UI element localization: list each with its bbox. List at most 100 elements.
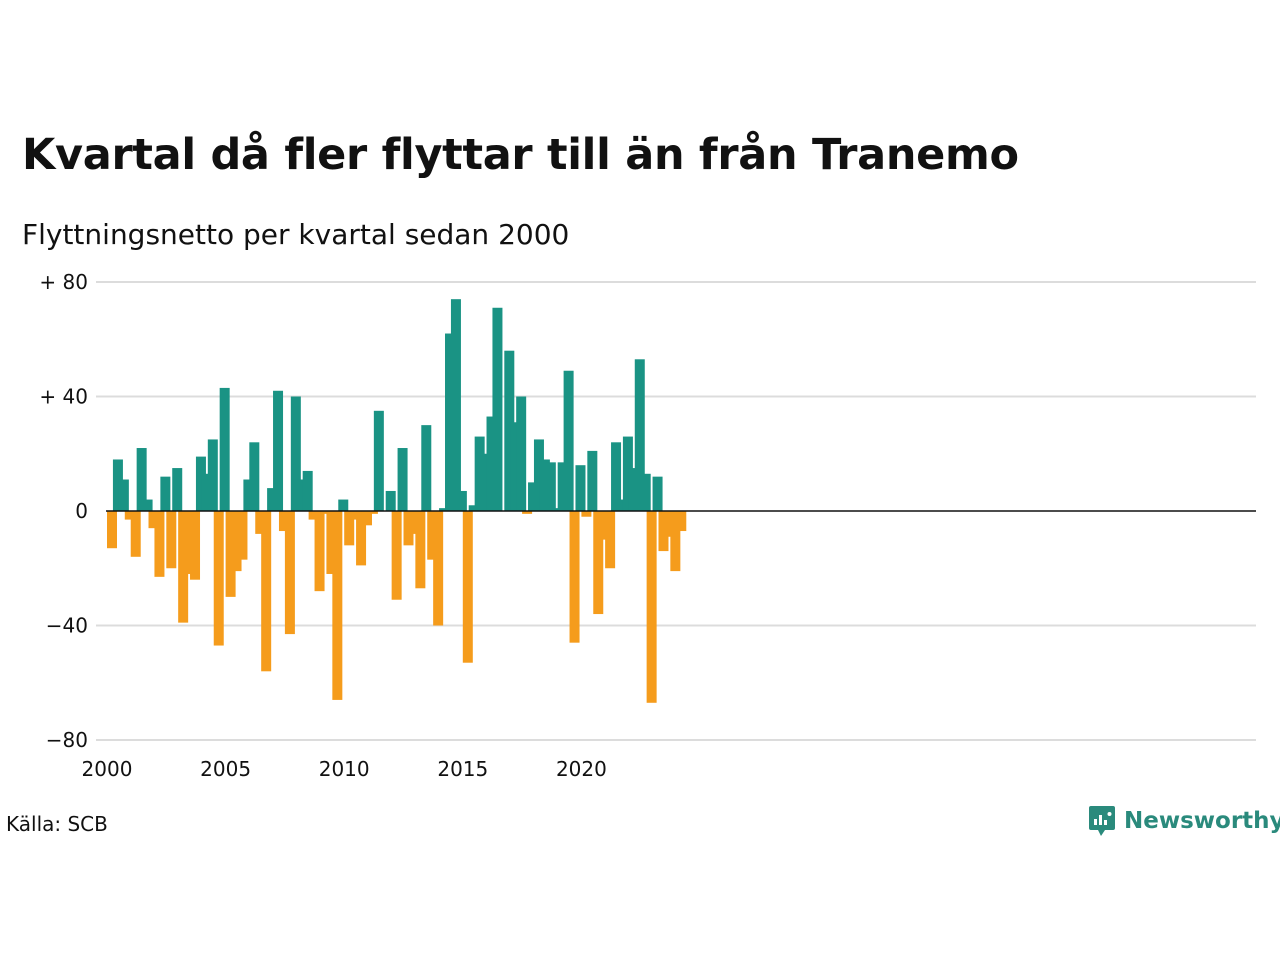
bar-positive [528,482,539,512]
bar-negative [522,511,533,514]
y-tick-label: −80 [46,728,88,752]
bar-negative [664,511,675,537]
bar-positive [652,476,663,511]
bar-negative [670,511,681,572]
bar-negative [308,511,319,520]
bar-negative [361,511,372,526]
bar-negative [415,511,426,589]
bar-positive [160,476,171,511]
bar-negative [190,511,201,580]
bar-positive [296,479,307,511]
y-tick-label: + 80 [39,270,88,294]
bar-negative [130,511,141,557]
x-axis-labels: 2000 2005 2010 2015 2020 [82,757,607,781]
bar-positive [468,505,479,511]
bar-positive [201,473,212,511]
bar-positive [545,462,556,511]
bar-positive [510,422,521,511]
bar-positive [243,479,254,511]
bar-positive [516,396,527,511]
bar-positive [249,442,260,511]
bar-positive [172,468,183,511]
bar-negative [326,511,337,574]
bar-negative [676,511,687,532]
y-tick-label: 0 [75,499,88,523]
y-tick-label: −40 [46,614,88,638]
bar-positive [273,390,284,511]
bar-positive [533,439,544,511]
bar-negative [391,511,402,600]
brand-logo: Newsworthy [1088,804,1280,838]
bar-negative [255,511,266,534]
bar-negative [166,511,177,569]
bar-negative [593,511,604,615]
bar-negative [148,511,159,529]
bar-negative [462,511,473,663]
bar-positive [539,459,550,511]
bar-negative [225,511,236,597]
x-tick-label: 2020 [556,757,607,781]
bar-positive [219,387,230,511]
bar-negative [107,511,117,549]
bar-negative [332,511,343,700]
bar-positive [385,490,396,511]
bar-positive [634,359,645,511]
bar-negative [344,511,355,546]
bar-negative [184,511,195,574]
bar-positive [373,410,384,511]
bar-negative [599,511,610,540]
bar-negative [605,511,616,569]
bar-positive [302,470,313,511]
brand-name: Newsworthy [1124,808,1280,834]
bar-negative [231,511,242,572]
bar-negative [154,511,165,577]
bar-negative [646,511,657,703]
bar-positive [267,488,278,511]
gridlines [96,281,1256,741]
bar-positive [492,307,503,511]
bar-positive [480,453,491,511]
bar-negative [213,511,224,646]
bar-negative [367,511,378,514]
bar-positive [142,499,153,511]
bar-positive [504,350,515,511]
bar-positive [587,450,598,511]
bar-positive [474,436,485,511]
y-tick-label: + 40 [39,385,88,409]
x-tick-label: 2000 [82,757,133,781]
bar-positive [112,459,123,511]
source-note: Källa: SCB [6,812,108,836]
chart-title: Kvartal då fler flyttar till än från Tra… [22,130,1019,180]
bar-negative [581,511,592,517]
bar-negative [320,511,331,514]
bar-positive [290,396,301,511]
bar-positive [486,416,497,511]
x-tick-label: 2010 [319,757,370,781]
bar-positive [445,333,456,511]
chart-subtitle: Flyttningsnetto per kvartal sedan 2000 [22,218,570,251]
bar-negative [284,511,295,635]
bar-negative [261,511,272,672]
bar-negative [237,511,248,560]
bar-positive [575,465,586,511]
bar-positive [439,508,450,511]
bar-positive [611,442,622,511]
bar-positive [622,436,633,511]
bar-negative [350,511,361,520]
bar-positive [207,439,218,511]
bar-positive [616,499,627,511]
bar-positive [557,462,568,511]
bars [107,299,687,703]
bar-positive [628,468,639,511]
bar-positive [456,490,467,511]
bar-positive [338,499,349,511]
newsworthy-logo-icon [1089,806,1115,836]
bar-negative [658,511,669,552]
bar-negative [433,511,444,626]
bar-positive [195,456,206,511]
bar-positive [563,370,574,511]
bar-negative [278,511,289,532]
bar-positive [551,508,562,511]
bar-negative [427,511,438,560]
